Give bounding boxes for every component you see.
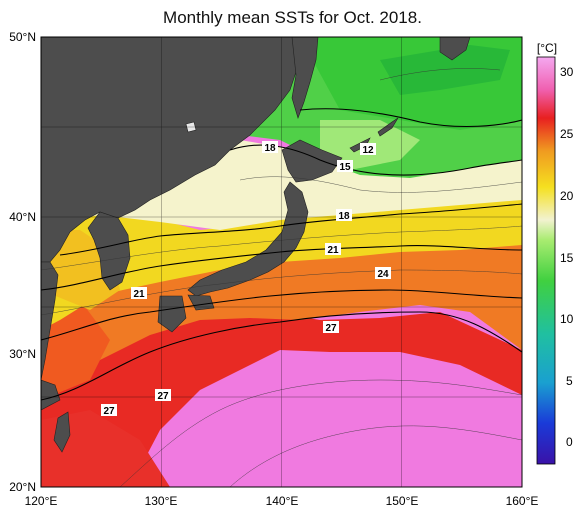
map-frame [40,36,523,488]
colorbar-tick: 25 [560,127,574,141]
lon-label: 150°E [386,494,419,508]
colorbar-tick: 15 [560,251,574,265]
unit-label: [°C] [537,41,557,55]
contour-label-text: 27 [103,406,115,417]
contour-label: 24 [375,267,391,280]
contour-label: 18 [336,209,352,222]
contour-label-group: 18 12 15 18 21 24 21 27 27 27 [101,141,391,417]
contour-label-text: 15 [339,162,351,173]
contour-label-text: 18 [264,143,276,154]
contour-label-text: 24 [377,269,389,280]
contour-label: 21 [131,287,147,300]
contour-label: 27 [323,321,339,334]
lat-label: 20°N [9,480,36,494]
contour-label-text: 18 [338,211,350,222]
colorbar: [°C] 30 25 20 15 10 5 0 [536,41,574,465]
map-title: Monthly mean SSTs for Oct. 2018. [163,8,422,27]
contour-label: 21 [325,243,341,256]
colorbar-tick: 5 [566,374,573,388]
contour-label-text: 27 [157,391,169,402]
contour-label-text: 21 [133,289,145,300]
lat-label: 50°N [9,30,36,44]
lon-label: 140°E [266,494,299,508]
colorbar-tick: 30 [560,65,574,79]
contour-label: 12 [360,143,376,156]
contour-label: 27 [155,389,171,402]
lon-label: 130°E [145,494,178,508]
longitude-labels: 120°E 130°E 140°E 150°E 160°E [25,494,539,508]
contour-label-text: 21 [327,245,339,256]
colorbar-tick: 10 [560,312,574,326]
colorbar-tick: 0 [566,435,573,449]
grid [41,37,522,487]
lon-label: 120°E [25,494,58,508]
lon-label: 160°E [506,494,539,508]
contour-label: 18 [262,141,278,154]
lat-label: 30°N [9,347,36,361]
lat-label: 40°N [9,210,36,224]
colorbar-tick: 20 [560,189,574,203]
contour-label: 15 [337,160,353,173]
contour-label-text: 27 [325,323,337,334]
contour-label-text: 12 [362,145,374,156]
colorbar-scale [536,56,556,465]
contour-label: 27 [101,404,117,417]
land [41,37,471,453]
thin-isotherms [41,68,522,487]
latitude-labels: 50°N 40°N 30°N 20°N [9,30,36,494]
